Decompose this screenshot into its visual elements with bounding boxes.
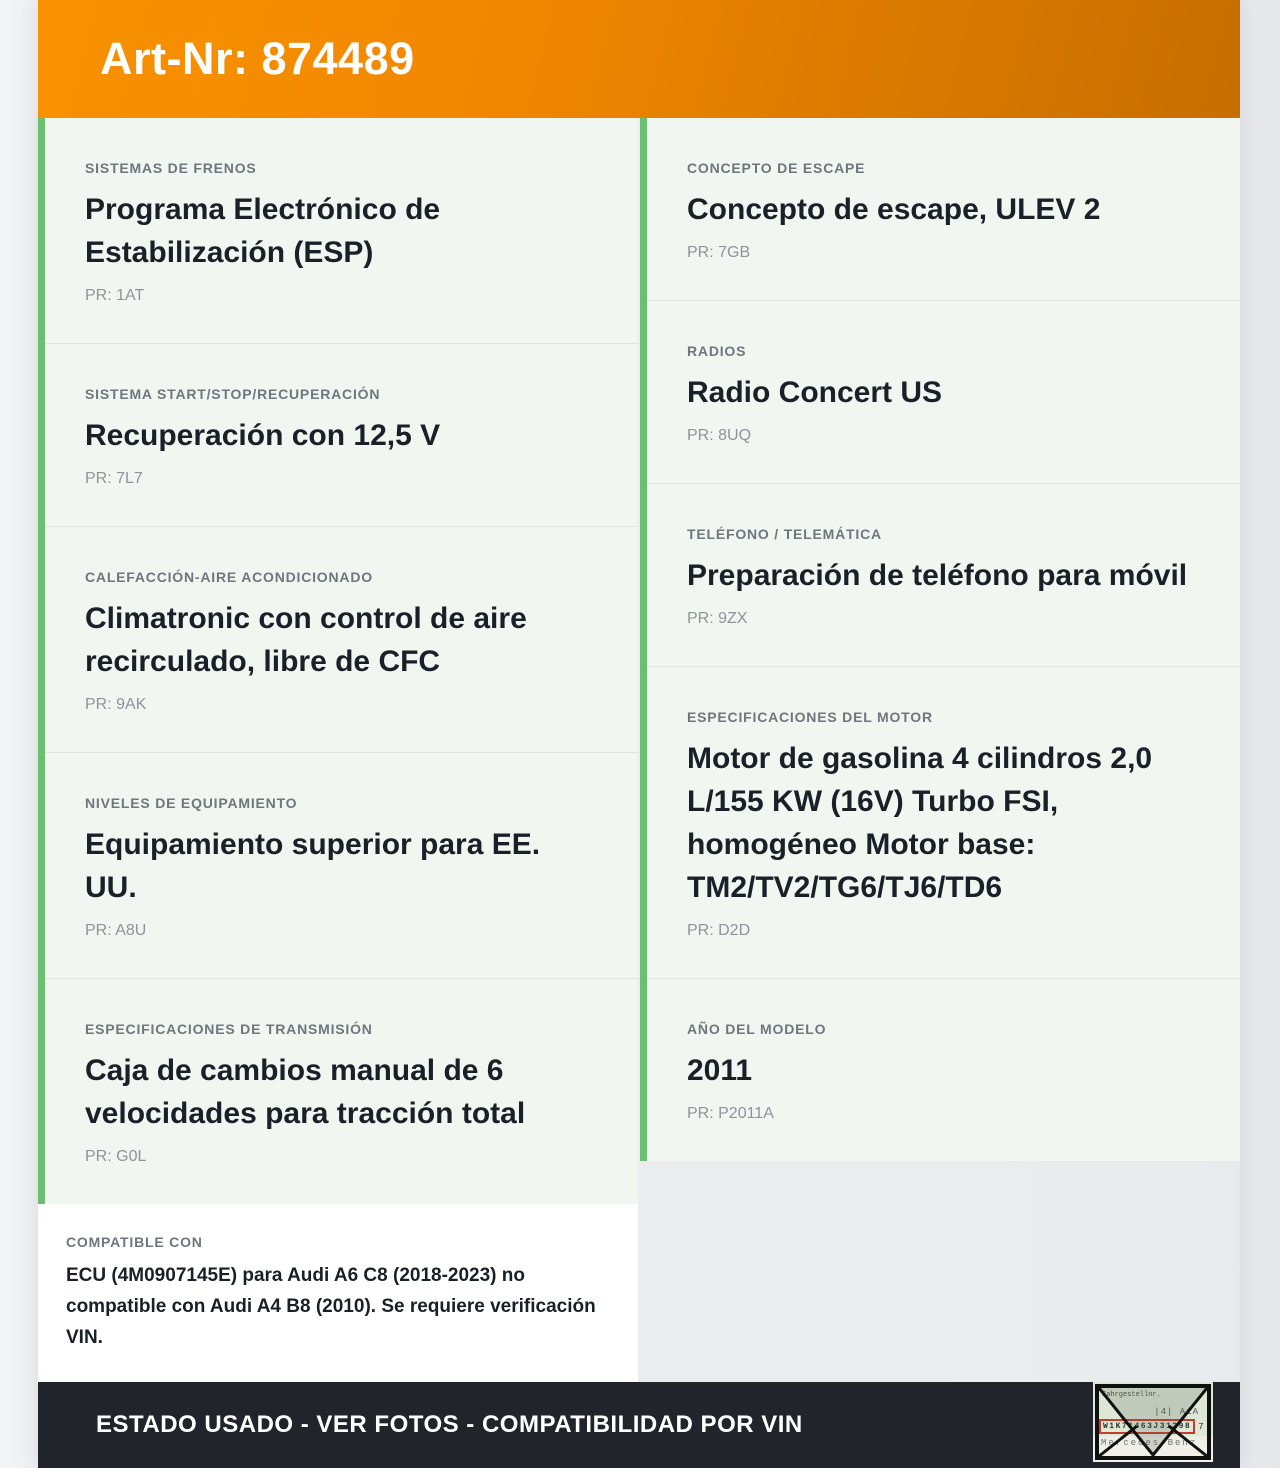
card-category-label: AÑO DEL MODELO bbox=[687, 1021, 827, 1037]
article-number-title: Art-Nr: 874489 bbox=[100, 33, 415, 84]
left-card-group: SISTEMAS DE FRENOS Programa Electrónico … bbox=[38, 118, 638, 1204]
stamp-doc-code: |4| AiA bbox=[1154, 1407, 1199, 1417]
card-title: Programa Electrónico de Estabilización (… bbox=[85, 193, 441, 269]
card-title: Radio Concert US bbox=[687, 376, 943, 409]
compatibility-text: ECU (4M0907145E) para Audi A6 C8 (2018-2… bbox=[66, 1265, 596, 1348]
spec-card-engine: ESPECIFICACIONES DEL MOTOR Motor de gaso… bbox=[647, 666, 1240, 978]
spec-card-start-stop: SISTEMA START/STOP/RECUPERACIÓN Recupera… bbox=[45, 343, 638, 526]
card-pr-code: PR: 7GB bbox=[687, 244, 751, 261]
card-pr-code: PR: 8UQ bbox=[687, 427, 752, 444]
status-footer-bar: ESTADO USADO - VER FOTOS - COMPATIBILIDA… bbox=[38, 1382, 1240, 1468]
stamp-brand-text: Mercedes-Benz bbox=[1101, 1438, 1197, 1448]
card-category-label: CALEFACCIÓN-AIRE ACONDICIONADO bbox=[85, 569, 373, 585]
card-category-label: SISTEMA START/STOP/RECUPERACIÓN bbox=[85, 386, 381, 402]
spec-card-model-year: AÑO DEL MODELO 2011 PR: P2011A bbox=[647, 978, 1240, 1161]
stamp-vin-row: W1K71463J31298 7 bbox=[1099, 1419, 1204, 1434]
spec-card-equipment-level: NIVELES DE EQUIPAMIENTO Equipamiento sup… bbox=[45, 752, 638, 978]
card-category-label: CONCEPTO DE ESCAPE bbox=[687, 160, 866, 176]
card-title: Concepto de escape, ULEV 2 bbox=[687, 193, 1101, 226]
card-title: Motor de gasolina 4 cilindros 2,0 L/155 … bbox=[687, 742, 1153, 904]
vin-document-stamp: Fahrgestellnr. |4| AiA W1K71463J31298 7 … bbox=[1093, 1382, 1213, 1462]
card-pr-code: PR: 1AT bbox=[85, 287, 145, 304]
spec-columns: SISTEMAS DE FRENOS Programa Electrónico … bbox=[38, 118, 1240, 1382]
card-category-label: COMPATIBLE CON bbox=[66, 1234, 203, 1250]
green-accent-bar bbox=[38, 118, 45, 1204]
card-pr-code: PR: D2D bbox=[687, 922, 751, 939]
left-card-stack: SISTEMAS DE FRENOS Programa Electrónico … bbox=[45, 118, 638, 1204]
green-accent-bar bbox=[640, 118, 647, 1161]
left-column: SISTEMAS DE FRENOS Programa Electrónico … bbox=[38, 118, 638, 1382]
spec-card-transmission: ESPECIFICACIONES DE TRANSMISIÓN Caja de … bbox=[45, 978, 638, 1204]
right-card-group: CONCEPTO DE ESCAPE Concepto de escape, U… bbox=[640, 118, 1240, 1161]
card-pr-code: PR: 9AK bbox=[85, 696, 147, 713]
header-banner: Art-Nr: 874489 bbox=[38, 0, 1240, 118]
spec-card-radio: RADIOS Radio Concert US PR: 8UQ bbox=[647, 300, 1240, 483]
envelope-outline-icon bbox=[1095, 1384, 1211, 1460]
footer-status-text: ESTADO USADO - VER FOTOS - COMPATIBILIDA… bbox=[96, 1411, 803, 1438]
spec-card-brakes: SISTEMAS DE FRENOS Programa Electrónico … bbox=[45, 118, 638, 343]
card-pr-code: PR: P2011A bbox=[687, 1105, 774, 1122]
card-pr-code: PR: 7L7 bbox=[85, 470, 143, 487]
card-category-label: ESPECIFICACIONES DE TRANSMISIÓN bbox=[85, 1021, 373, 1037]
stamp-vin-suffix: 7 bbox=[1198, 1421, 1204, 1432]
right-column: CONCEPTO DE ESCAPE Concepto de escape, U… bbox=[640, 118, 1240, 1382]
spec-card-exhaust: CONCEPTO DE ESCAPE Concepto de escape, U… bbox=[647, 118, 1240, 300]
card-title: Climatronic con control de aire recircul… bbox=[85, 602, 527, 678]
card-title: 2011 bbox=[687, 1054, 753, 1087]
card-category-label: ESPECIFICACIONES DEL MOTOR bbox=[687, 709, 933, 725]
stamp-vin-redbox: W1K71463J31298 bbox=[1099, 1419, 1196, 1434]
card-pr-code: PR: G0L bbox=[85, 1148, 147, 1165]
card-category-label: RADIOS bbox=[687, 343, 747, 359]
card-category-label: SISTEMAS DE FRENOS bbox=[85, 160, 257, 176]
stamp-doc-label: Fahrgestellnr. bbox=[1102, 1391, 1161, 1399]
card-category-label: NIVELES DE EQUIPAMIENTO bbox=[85, 795, 298, 811]
spec-card-telephone: TELÉFONO / TELEMÁTICA Preparación de tel… bbox=[647, 483, 1240, 666]
content-sheet: Art-Nr: 874489 SISTEMAS DE FRENOS Progra… bbox=[38, 0, 1240, 1468]
card-pr-code: PR: 9ZX bbox=[687, 610, 748, 627]
card-category-label: TELÉFONO / TELEMÁTICA bbox=[687, 526, 882, 542]
card-title: Recuperación con 12,5 V bbox=[85, 419, 441, 452]
spec-card-climate: CALEFACCIÓN-AIRE ACONDICIONADO Climatron… bbox=[45, 526, 638, 752]
card-title: Preparación de teléfono para móvil bbox=[687, 559, 1188, 592]
card-title: Equipamiento superior para EE. UU. bbox=[85, 828, 541, 904]
card-title: Caja de cambios manual de 6 velocidades … bbox=[85, 1054, 526, 1130]
card-pr-code: PR: A8U bbox=[85, 922, 147, 939]
compatibility-card: COMPATIBLE CON ECU (4M0907145E) para Aud… bbox=[38, 1204, 638, 1382]
right-card-stack: CONCEPTO DE ESCAPE Concepto de escape, U… bbox=[647, 118, 1240, 1161]
